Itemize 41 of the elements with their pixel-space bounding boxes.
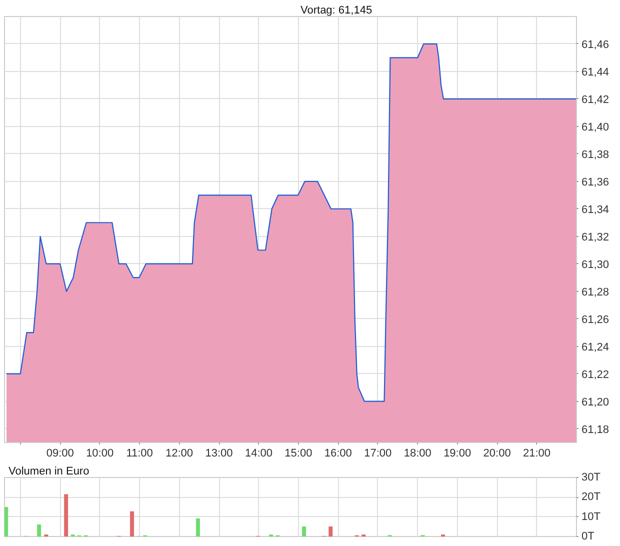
y-tick-label: 61,32	[582, 231, 610, 244]
y-tick-label: 61,18	[582, 424, 610, 436]
y-tick-label: 0T	[582, 530, 595, 542]
bar	[328, 526, 333, 536]
x-tick-label: 16:00	[324, 448, 352, 460]
y-tick-label: 61,42	[582, 94, 610, 106]
y-tick-label: 30T	[582, 472, 601, 484]
bar	[64, 494, 68, 536]
bar	[130, 511, 134, 536]
bar	[37, 524, 42, 536]
y-tick-label: 61,46	[582, 38, 610, 51]
y-tick-label: 61,36	[582, 176, 610, 188]
x-tick-label: 21:00	[523, 448, 551, 460]
y-tick-label: 61,22	[582, 368, 610, 381]
y-tick-label: 61,38	[582, 148, 610, 161]
x-tick-label: 17:00	[364, 448, 392, 460]
y-tick-label: 10T	[582, 510, 601, 523]
x-tick-label: 11:00	[126, 448, 153, 460]
bar	[4, 507, 8, 536]
y-tick-label: 20T	[582, 491, 601, 504]
y-tick-label: 61,34	[582, 204, 610, 216]
annotation: Vortag: 61,145	[300, 4, 372, 16]
bar	[302, 526, 306, 536]
y-tick-label: 61,20	[582, 396, 610, 408]
x-tick-label: 19:00	[444, 448, 472, 460]
y-tick-label: 61,26	[582, 314, 610, 326]
x-tick-label: 09:00	[46, 448, 74, 460]
x-tick-label: 20:00	[483, 448, 511, 460]
y-tick-label: 61,44	[582, 66, 610, 78]
y-tick-label: 61,40	[582, 121, 610, 134]
chart-title: Volumen in Euro	[8, 466, 90, 478]
y-tick-label: 61,30	[582, 258, 610, 271]
x-tick-label: 13:00	[205, 448, 233, 460]
x-tick-label: 12:00	[166, 448, 194, 460]
x-tick-label: 10:00	[86, 448, 114, 460]
y-tick-label: 61,24	[582, 341, 610, 354]
x-tick-label: 15:00	[284, 448, 312, 460]
y-tick-label: 61,28	[582, 286, 610, 298]
x-tick-label: 14:00	[244, 448, 272, 460]
bar	[196, 518, 200, 536]
x-tick-label: 18:00	[404, 448, 432, 460]
